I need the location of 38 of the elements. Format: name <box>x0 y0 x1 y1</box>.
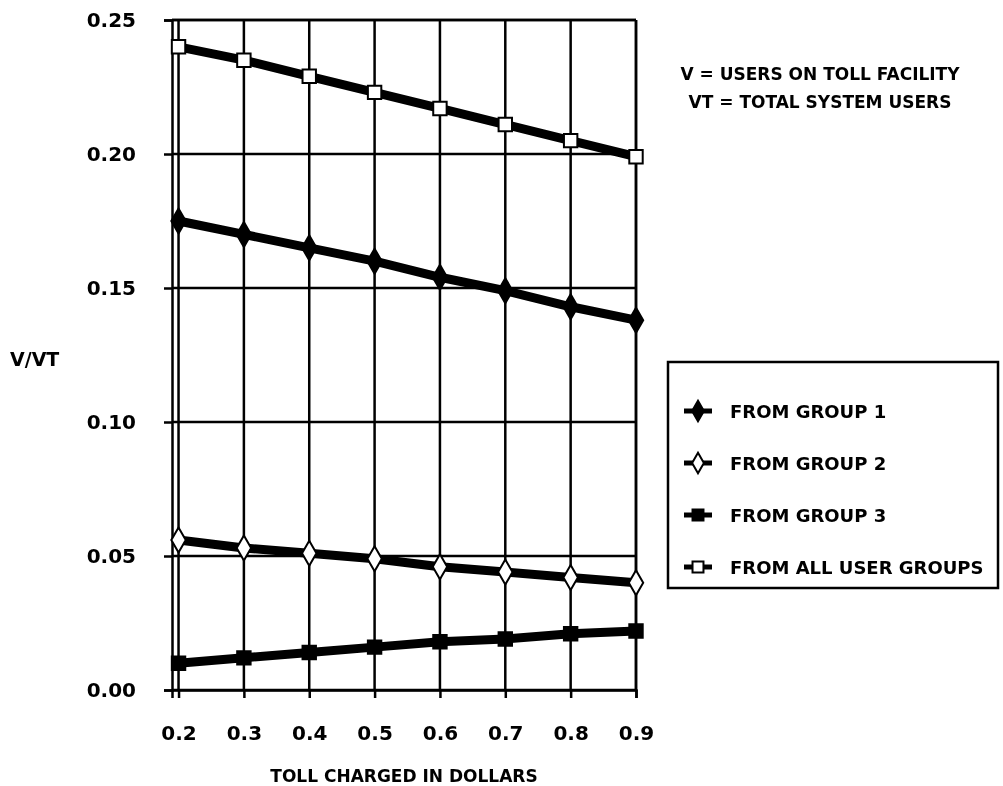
y-tick-label: 0.00 <box>86 677 136 702</box>
legend-label: FROM GROUP 3 <box>730 505 887 526</box>
point <box>170 39 187 55</box>
legend-label: FROM GROUP 2 <box>730 453 887 474</box>
point <box>236 650 252 666</box>
legend-label: FROM GROUP 1 <box>730 401 887 422</box>
x-tick-label: 0.9 <box>618 721 655 746</box>
point <box>301 68 317 84</box>
text: V = USERS ON TOLL FACILITY <box>680 64 961 84</box>
x-tick-label: 0.2 <box>161 721 197 746</box>
x-tick-label: 0.3 <box>226 721 263 746</box>
point <box>497 631 513 647</box>
y-tick-label: 0.20 <box>86 141 136 166</box>
x-tick-label: 0.5 <box>357 721 393 746</box>
point <box>236 52 252 68</box>
y-tick-label: 0.25 <box>86 7 136 32</box>
point <box>366 639 383 655</box>
point <box>366 84 383 101</box>
point <box>170 655 187 671</box>
point <box>628 623 644 639</box>
point <box>562 132 579 149</box>
point <box>432 100 448 117</box>
point <box>301 644 317 661</box>
x-axis-title: TOLL CHARGED IN DOLLARS <box>270 766 538 786</box>
x-tick-label: 0.4 <box>292 721 328 746</box>
y-tick-label: 0.05 <box>86 543 136 568</box>
point <box>497 116 513 133</box>
legend-label: FROM ALL USER GROUPS <box>730 557 984 578</box>
point <box>432 634 448 650</box>
y-tick-label: 0.15 <box>86 275 136 300</box>
point <box>562 626 579 642</box>
y-axis-title: V/VT <box>10 348 60 370</box>
text: VT = TOTAL SYSTEM USERS <box>688 92 952 112</box>
x-tick-label: 0.8 <box>553 721 589 746</box>
point <box>628 148 644 165</box>
x-tick-label: 0.6 <box>422 721 459 746</box>
x-tick-label: 0.7 <box>488 721 524 746</box>
y-tick-label: 0.10 <box>86 409 136 434</box>
